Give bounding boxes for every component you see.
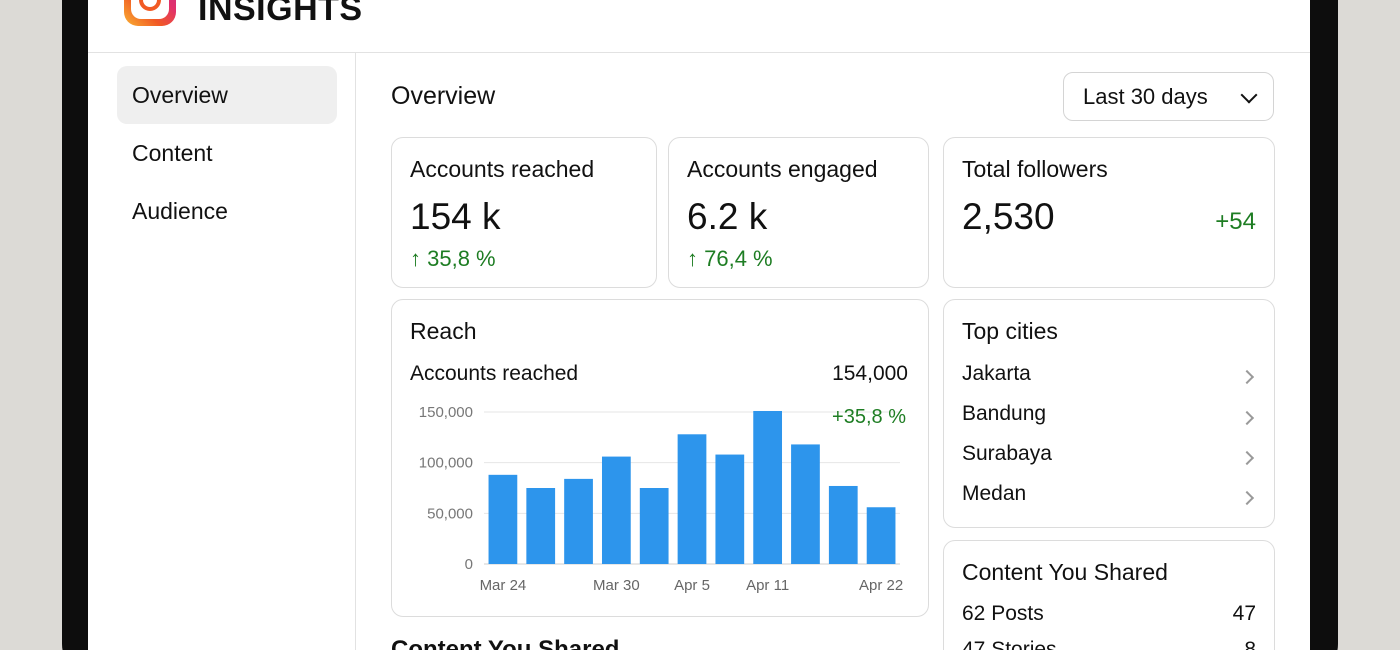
metric-value: 2,530 bbox=[962, 196, 1055, 237]
city-item[interactable]: Jakarta bbox=[962, 362, 1031, 385]
metric-value: 154 k bbox=[410, 196, 501, 237]
chevron-right-icon bbox=[1239, 410, 1255, 426]
shared-row-stories[interactable]: 47 Stories 8 bbox=[962, 638, 1256, 650]
section-title-content-shared: Content You Shared bbox=[391, 636, 620, 650]
shared-row-value: 47 bbox=[1232, 602, 1256, 625]
shared-row-value: 8 bbox=[1244, 638, 1256, 650]
reach-total: 154,000 bbox=[832, 362, 908, 385]
x-tick-label: Mar 24 bbox=[480, 577, 527, 594]
chart-bar[interactable] bbox=[488, 474, 518, 564]
brand-title: INSIGHTS bbox=[198, 0, 363, 28]
chart-bar[interactable] bbox=[601, 456, 631, 564]
x-tick-label: Mar 30 bbox=[593, 577, 640, 594]
metric-title: Total followers bbox=[962, 156, 1108, 182]
sidebar: Overview Content Audience bbox=[88, 53, 356, 650]
metric-card-accounts-engaged[interactable]: Accounts engaged 6.2 k ↑ 76,4 % bbox=[668, 137, 929, 288]
date-range-select[interactable]: Last 30 days bbox=[1063, 72, 1274, 121]
chart-bar[interactable] bbox=[753, 410, 783, 564]
sidebar-item-audience[interactable]: Audience bbox=[132, 198, 228, 224]
y-tick-label: 100,000 bbox=[419, 455, 473, 472]
chart-bar[interactable] bbox=[791, 444, 820, 564]
metric-card-accounts-reached[interactable]: Accounts reached 154 k ↑ 35,8 % bbox=[391, 137, 657, 288]
x-tick-label: Apr 11 bbox=[746, 577, 789, 594]
content-shared-card: Content You Shared 62 Posts 47 47 Storie… bbox=[943, 540, 1275, 650]
chevron-right-icon bbox=[1239, 450, 1255, 466]
chevron-right-icon bbox=[1239, 490, 1255, 506]
city-item[interactable]: Medan bbox=[962, 482, 1027, 505]
chevron-right-icon bbox=[1239, 369, 1255, 385]
page-title: Overview bbox=[391, 82, 496, 110]
metric-delta: ↑ 35,8 % bbox=[410, 246, 496, 271]
chart-bar[interactable] bbox=[866, 507, 896, 564]
chart-bar[interactable] bbox=[828, 485, 858, 564]
date-range-label: Last 30 days bbox=[1083, 84, 1208, 109]
chart-bar[interactable] bbox=[677, 434, 707, 564]
top-cities-title: Top cities bbox=[962, 318, 1058, 344]
city-item[interactable]: Bandung bbox=[962, 402, 1047, 425]
chart-bar[interactable] bbox=[715, 454, 745, 564]
chart-bar[interactable] bbox=[526, 488, 556, 564]
app-screen: INSIGHTS Overview Content Audience Overv… bbox=[88, 0, 1310, 650]
shared-row-label: 47 Stories bbox=[962, 638, 1057, 650]
y-tick-label: 0 bbox=[465, 556, 473, 573]
sidebar-item-overview[interactable]: Overview bbox=[117, 66, 337, 124]
reach-delta: +35,8 % bbox=[832, 406, 906, 428]
content-shared-title: Content You Shared bbox=[962, 559, 1168, 585]
x-tick-label: Apr 22 bbox=[859, 577, 903, 594]
reach-subtitle: Accounts reached bbox=[410, 362, 579, 385]
chart-bar[interactable] bbox=[564, 478, 593, 564]
city-item[interactable]: Surabaya bbox=[962, 442, 1052, 465]
chart-bar[interactable] bbox=[639, 488, 669, 564]
top-cities-card: Top cities Jakarta Bandung Surabaya Meda… bbox=[943, 299, 1275, 528]
sidebar-item-content[interactable]: Content bbox=[132, 140, 213, 166]
reach-bar-chart: 150,000 100,000 50,000 0 Mar 24 Mar 30 Apr 5 Ap… bbox=[419, 404, 906, 594]
chevron-down-icon bbox=[1240, 86, 1258, 104]
x-tick-label: Apr 5 bbox=[674, 577, 710, 594]
reach-card: Reach Accounts reached 154,000 150,000 10… bbox=[391, 299, 929, 617]
shared-row-posts[interactable]: 62 Posts 47 bbox=[962, 602, 1256, 626]
metric-title: Accounts engaged bbox=[687, 156, 878, 182]
metric-title: Accounts reached bbox=[410, 156, 595, 182]
shared-row-label: 62 Posts bbox=[962, 602, 1044, 625]
metric-delta: +54 bbox=[1215, 208, 1256, 235]
reach-title: Reach bbox=[410, 318, 477, 344]
instagram-logo-icon bbox=[124, 0, 176, 26]
y-tick-label: 150,000 bbox=[419, 404, 473, 421]
metric-card-total-followers[interactable]: Total followers 2,530 +54 bbox=[943, 137, 1275, 288]
top-bar: INSIGHTS bbox=[88, 0, 1310, 53]
metric-delta: ↑ 76,4 % bbox=[687, 246, 773, 271]
y-tick-label: 50,000 bbox=[427, 505, 473, 522]
metric-value: 6.2 k bbox=[687, 196, 768, 237]
